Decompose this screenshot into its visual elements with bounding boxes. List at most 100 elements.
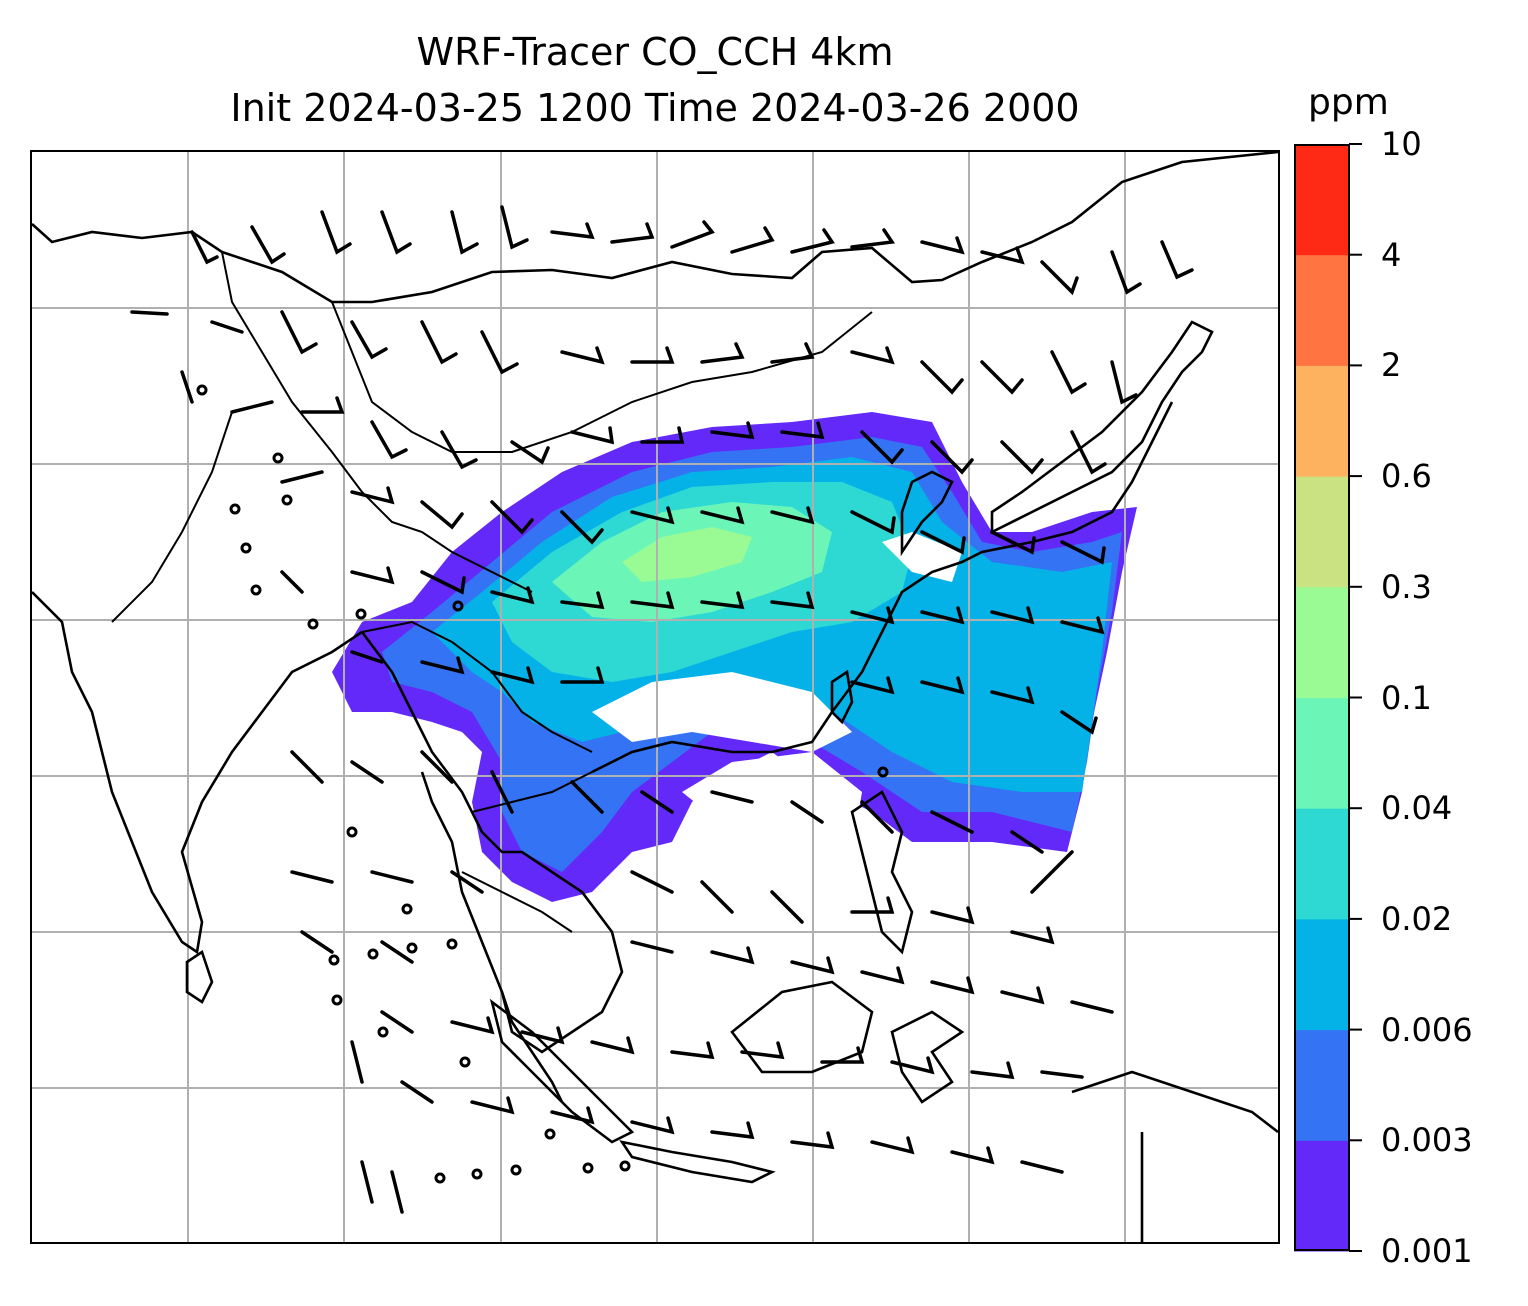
wind-barb [850,896,895,914]
wind-barb [490,666,535,685]
wind-barb [1000,440,1044,475]
wind-barb [950,1146,995,1165]
wind-barb [500,205,529,250]
tracer-plume [332,412,1137,902]
wind-barb [490,500,534,535]
wind-barb [390,1170,404,1214]
wind-barb [930,976,975,995]
wind-barb [230,400,274,414]
wind-barb [1010,926,1055,945]
wind-barb [210,320,244,334]
wind-barb [630,1116,675,1135]
wind-barb [870,1136,915,1155]
wind-barb [560,510,604,545]
colorbar-tick-label: 0.003 [1381,1121,1473,1160]
wind-barb [630,591,675,610]
coastline-java [619,1140,776,1184]
wind-barb [420,750,454,784]
calm-wind-circle [250,584,262,596]
wind-barb [450,210,479,255]
wind-barb [590,1036,635,1055]
wind-barb [1040,260,1079,296]
colorbar-band [1294,476,1350,588]
map-gridlines [32,152,1278,1242]
wind-barb [970,1061,1015,1080]
coastline-philippines [850,790,914,955]
colorbar-tick-label: 0.04 [1381,789,1453,828]
border-line [331,301,873,453]
wind-barb [770,591,815,610]
wind-barb [300,930,334,954]
wind-barb [190,230,219,265]
wind-barb [640,790,674,814]
calm-wind-circle [346,826,358,838]
wind-barb [710,1121,755,1140]
colorbar-tick-label: 0.02 [1381,899,1453,938]
coastline-china-east [591,401,1174,774]
wind-barb [670,1041,715,1060]
wind-barb [990,530,1036,555]
wind-barb [740,1041,785,1060]
map-panel [30,150,1280,1244]
colorbar-tick-label: 4 [1381,235,1402,274]
wind-barb [380,1010,414,1034]
coastline-indochina [360,631,624,1054]
calm-wind-circle [272,452,284,464]
wind-barb [630,940,674,954]
wind-barb [520,1026,565,1045]
wind-barb [670,220,715,249]
wind-barb [930,810,974,834]
wind-barb [630,506,675,525]
calm-wind-circle [328,954,340,966]
wind-barb [890,1056,935,1075]
wind-barbs [130,205,1194,1214]
wind-barb [770,342,815,364]
wind-barb [700,880,734,914]
wind-barb [630,870,674,894]
coastline-sri-lanka [185,949,214,1004]
wind-barb [440,430,478,470]
calm-wind-circle [877,766,889,778]
wind-barb [480,330,519,375]
wind-barb [770,506,815,525]
colorbar-band [1294,586,1350,698]
colorbar-band [1294,808,1350,920]
wind-barb [1060,710,1098,735]
wind-barb [420,656,465,675]
colorbar-band [1294,365,1350,477]
calm-wind-circle [446,938,458,950]
wind-barb [1070,1000,1114,1014]
coastlines [32,152,1278,1242]
calm-wind-circle [619,1160,631,1172]
wind-barb [770,890,804,924]
coastline-malay [500,991,564,1103]
wind-barb [290,870,334,884]
calm-wind-circle [471,1168,483,1180]
calm-wind-circle [401,903,413,915]
colorbar-tick-label: 2 [1381,346,1402,385]
wind-barb [560,591,605,610]
wind-barb [920,606,965,625]
colorbar-tick-label: 0.3 [1381,567,1432,606]
wind-barb [350,760,384,784]
coastline-borneo [730,980,874,1074]
colorbar-tick-label: 0.6 [1381,457,1432,496]
wind-barb [360,1160,374,1204]
wind-barb [300,396,345,414]
wind-barb [1110,250,1142,295]
calm-wind-circle [196,384,208,396]
border-line [111,411,233,623]
calm-wind-circle [377,1026,389,1038]
colorbar [1294,143,1362,1252]
wind-barb [1000,986,1045,1005]
wind-barb [490,770,514,814]
wind-barb [710,421,755,440]
wind-barb [320,210,352,255]
wind-barb [980,360,1024,395]
wind-barb [990,606,1035,625]
wind-barb [1020,1160,1064,1174]
wind-barb [790,956,835,975]
plume-level-01 [622,527,752,582]
wind-barb [790,1131,835,1150]
wind-barb [570,426,615,445]
